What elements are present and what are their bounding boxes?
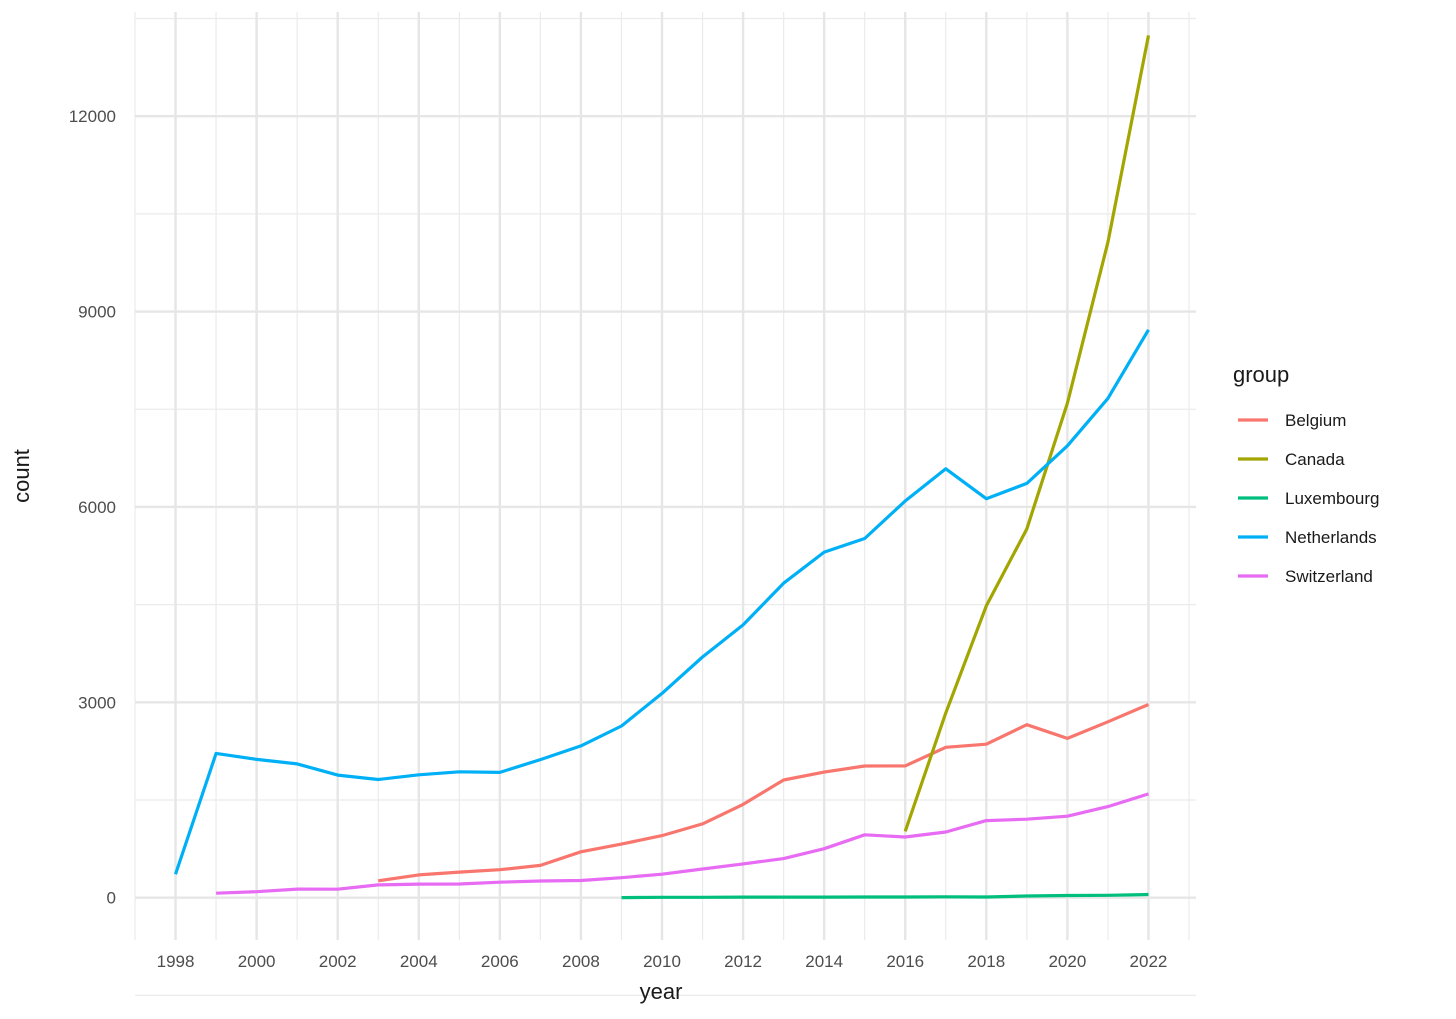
series-line-netherlands [173,328,1150,875]
x-tick-label: 2000 [238,952,276,971]
legend: group Belgium Canada Luxembourg Netherlands… [1233,362,1380,586]
grid-minor-lines [134,12,1196,996]
legend-title: group [1233,362,1289,387]
series-lines [173,35,1151,900]
legend-item-belgium: Belgium [1238,411,1346,430]
x-tick-label: 1998 [157,952,195,971]
legend-item-switzerland: Switzerland [1238,567,1373,586]
legend-label: Luxembourg [1285,489,1380,508]
x-tick-label: 2022 [1130,952,1168,971]
x-axis-tick-labels: 1998 2000 2002 2004 2006 2008 2010 2012 2014 2016… [157,952,1168,971]
x-tick-label: 2004 [400,952,438,971]
x-tick-label: 2002 [319,952,357,971]
legend-label: Canada [1285,450,1345,469]
x-axis-title: year [640,979,683,1004]
x-tick-label: 2014 [805,952,843,971]
legend-label: Switzerland [1285,567,1373,586]
y-tick-label: 9000 [78,303,116,322]
x-tick-label: 2018 [967,952,1005,971]
x-tick-label: 2008 [562,952,600,971]
y-tick-label: 12000 [69,107,116,126]
y-tick-label: 0 [107,889,116,908]
legend-items: Belgium Canada Luxembourg Netherlands Switze… [1238,411,1380,586]
x-tick-label: 2010 [643,952,681,971]
y-tick-label: 6000 [78,498,116,517]
series-line-belgium [377,703,1150,883]
x-tick-label: 2016 [886,952,924,971]
legend-item-luxembourg: Luxembourg [1238,489,1380,508]
legend-item-canada: Canada [1238,450,1345,469]
legend-label: Belgium [1285,411,1346,430]
legend-label: Netherlands [1285,528,1377,547]
series-line-luxembourg [621,892,1149,900]
legend-item-netherlands: Netherlands [1238,528,1377,547]
x-tick-label: 2006 [481,952,519,971]
series-line-switzerland [216,792,1149,895]
y-axis-title: count [9,449,34,503]
x-tick-label: 2020 [1048,952,1086,971]
x-tick-label: 2012 [724,952,762,971]
series-line-canada [903,35,1151,832]
y-axis-tick-labels: 0 3000 6000 9000 12000 [69,107,116,907]
y-tick-label: 3000 [78,693,116,712]
